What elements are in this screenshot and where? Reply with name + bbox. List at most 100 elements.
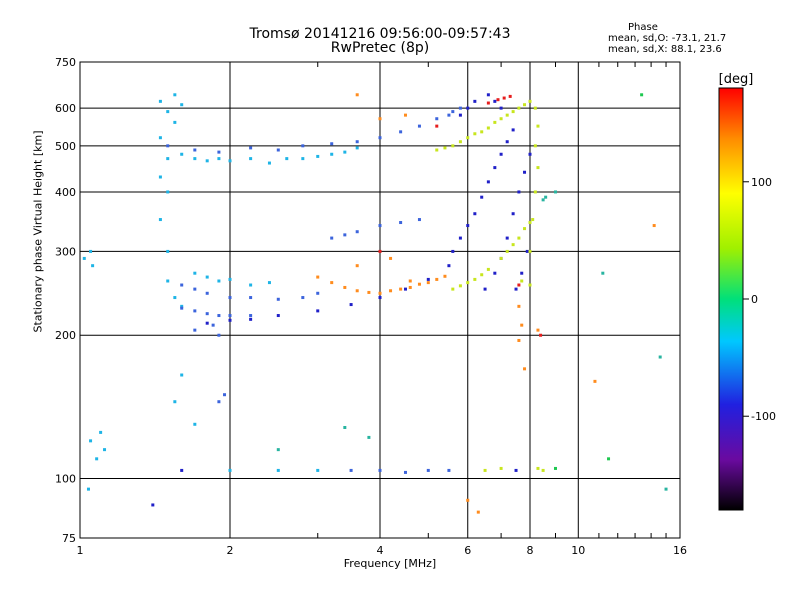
data-point	[205, 312, 209, 316]
data-point	[355, 93, 359, 97]
data-point	[458, 236, 462, 240]
data-point	[276, 297, 280, 301]
data-point	[517, 236, 521, 240]
data-point	[435, 148, 439, 152]
data-point	[86, 487, 90, 491]
data-point	[89, 249, 93, 253]
data-point	[193, 422, 197, 426]
data-point	[505, 140, 509, 144]
data-point	[399, 221, 403, 225]
data-point	[520, 323, 524, 327]
data-point	[435, 124, 439, 128]
data-point	[499, 466, 503, 470]
data-point	[486, 93, 490, 97]
data-point	[223, 393, 227, 397]
colorbar-tick-label: -100	[751, 410, 776, 423]
data-point	[249, 283, 253, 287]
x-tick-label: 1	[77, 544, 84, 557]
data-point	[664, 487, 668, 491]
data-point	[228, 159, 232, 163]
data-point	[151, 503, 155, 507]
data-point	[517, 338, 521, 342]
data-point	[499, 256, 503, 260]
data-point	[180, 103, 184, 107]
data-point	[544, 195, 548, 199]
data-point	[403, 470, 407, 474]
data-point	[217, 333, 221, 337]
data-point	[99, 430, 103, 434]
data-point	[193, 287, 197, 291]
data-point	[593, 379, 597, 383]
data-point	[435, 117, 439, 121]
data-point	[166, 279, 170, 283]
data-point	[505, 113, 509, 117]
data-point	[367, 290, 371, 294]
data-point	[180, 468, 184, 472]
data-point	[443, 274, 447, 278]
data-point	[473, 132, 477, 136]
data-point	[217, 150, 221, 154]
data-point	[499, 106, 503, 110]
data-point	[505, 236, 509, 240]
data-point	[399, 287, 403, 291]
data-point	[447, 264, 451, 268]
data-point	[480, 130, 484, 134]
phase-stats-o: mean, sd,O: -73.1, 21.7	[608, 33, 727, 44]
data-point	[166, 144, 170, 148]
data-point	[316, 154, 320, 158]
data-point	[276, 448, 280, 452]
data-point	[217, 400, 221, 404]
data-point	[511, 212, 515, 216]
data-point	[82, 256, 86, 260]
data-point	[458, 284, 462, 288]
data-point	[523, 103, 527, 107]
data-point	[330, 281, 334, 285]
data-point	[355, 140, 359, 144]
data-point	[378, 117, 382, 121]
data-point	[228, 277, 232, 281]
data-point	[276, 148, 280, 152]
data-point	[389, 289, 393, 293]
data-point	[447, 113, 451, 117]
data-point	[301, 144, 305, 148]
data-point	[458, 113, 462, 117]
data-point	[158, 175, 162, 179]
data-point	[249, 317, 253, 321]
data-point	[505, 249, 509, 253]
data-point	[249, 146, 253, 150]
data-point	[511, 110, 515, 114]
data-point	[458, 106, 462, 110]
data-point	[355, 146, 359, 150]
data-point	[316, 275, 320, 279]
y-tick-label: 75	[62, 532, 76, 545]
data-point	[466, 498, 470, 502]
data-point	[276, 314, 280, 318]
data-point	[205, 291, 209, 295]
x-tick-label: 8	[527, 544, 534, 557]
data-point	[652, 224, 656, 228]
data-point	[499, 117, 503, 121]
data-point	[541, 198, 545, 202]
data-point	[451, 249, 455, 253]
data-point	[158, 99, 162, 103]
data-point	[466, 281, 470, 285]
y-tick-label: 300	[55, 245, 76, 258]
plot-frame	[79, 61, 681, 539]
data-point	[378, 136, 382, 140]
data-point	[399, 130, 403, 134]
data-point	[528, 99, 532, 103]
data-point	[417, 218, 421, 222]
data-point	[435, 277, 439, 281]
data-point	[173, 120, 177, 124]
colorbar-tick-label: 0	[751, 293, 758, 306]
chart-subtitle: RwPretec (8p)	[330, 40, 430, 56]
data-point	[316, 291, 320, 295]
data-point	[408, 279, 412, 283]
data-point	[158, 218, 162, 222]
data-point	[89, 439, 93, 443]
data-point	[523, 227, 527, 231]
data-point	[217, 279, 221, 283]
data-point	[536, 124, 540, 128]
data-point	[330, 142, 334, 146]
data-point	[553, 466, 557, 470]
